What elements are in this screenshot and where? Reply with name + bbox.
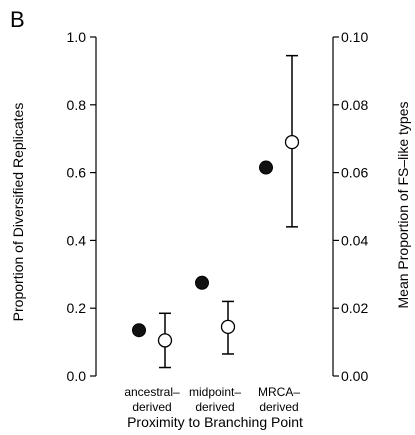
open-point	[157, 333, 173, 348]
ticks: 0.0 0.2 0.4 0.6 0.8 1.0 0.00 0.02 0.04 0.06 0.08 0.…	[67, 29, 369, 414]
right-tick-label: 0.00	[341, 368, 368, 384]
right-tick-label: 0.08	[341, 97, 368, 113]
filled-point	[132, 323, 146, 338]
left-tick-label: 1.0	[67, 29, 87, 45]
left-tick-label: 0.4	[67, 232, 87, 248]
right-tick-label: 0.06	[341, 165, 368, 181]
y2-axis-title: Mean Proportion of FS–like types	[395, 102, 411, 309]
category-label-line: ancestral–	[124, 385, 180, 399]
panel-label: B	[10, 7, 25, 32]
category-label-line: derived	[195, 400, 234, 414]
open-point	[220, 319, 236, 334]
right-tick-label: 0.02	[341, 300, 368, 316]
left-tick-label: 0.8	[67, 97, 87, 113]
x-axis-title: Proximity to Branching Point	[127, 414, 303, 430]
category-label: MRCA– derived	[258, 385, 300, 414]
marks	[132, 54, 300, 369]
category-label-line: midpoint–	[189, 385, 241, 399]
left-tick-label: 0.0	[67, 368, 87, 384]
category-label-line: MRCA–	[258, 385, 300, 399]
category-label: midpoint– derived	[189, 385, 241, 414]
left-tick-label: 0.2	[67, 300, 87, 316]
axes	[95, 37, 334, 376]
y-axis-title: Proportion of Diversified Replicates	[10, 103, 26, 322]
open-point	[284, 134, 300, 150]
category-label-line: derived	[259, 400, 298, 414]
left-tick-label: 0.6	[67, 165, 87, 181]
filled-point	[259, 160, 273, 175]
category-label-line: derived	[132, 400, 171, 414]
filled-point	[195, 275, 209, 290]
right-tick-label: 0.04	[341, 232, 368, 248]
category-label: ancestral– derived	[124, 385, 180, 414]
right-tick-label: 0.10	[341, 29, 368, 45]
